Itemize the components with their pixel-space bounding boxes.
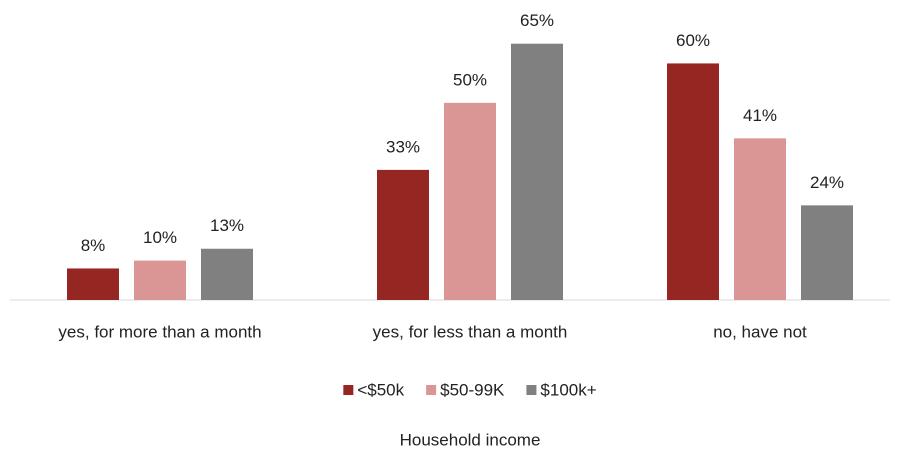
x-tick-label: no, have not <box>713 322 807 341</box>
x-tick-label: yes, for more than a month <box>58 322 261 341</box>
bar <box>201 248 253 300</box>
data-label: 33% <box>386 137 420 156</box>
data-label: 13% <box>210 216 244 235</box>
bar <box>67 268 119 300</box>
data-label: 41% <box>743 106 777 125</box>
bar <box>444 102 496 300</box>
data-label: 8% <box>81 236 106 255</box>
bar <box>134 260 186 300</box>
bar <box>667 63 719 300</box>
legend-label: $100k+ <box>540 380 596 399</box>
bar <box>511 43 563 300</box>
bar <box>734 138 786 300</box>
legend-swatch <box>426 385 437 395</box>
legend-swatch <box>526 385 537 395</box>
legend-label: <$50k <box>357 380 404 399</box>
legend-label: $50-99K <box>440 380 505 399</box>
bar <box>377 169 429 300</box>
data-label: 10% <box>143 228 177 247</box>
legend-title: Household income <box>400 430 541 449</box>
legend-swatch <box>343 385 354 395</box>
x-tick-label: yes, for less than a month <box>373 322 568 341</box>
data-label: 60% <box>676 31 710 50</box>
data-label: 24% <box>810 173 844 192</box>
data-label: 50% <box>453 70 487 89</box>
bar <box>801 205 853 300</box>
data-label: 65% <box>520 11 554 30</box>
